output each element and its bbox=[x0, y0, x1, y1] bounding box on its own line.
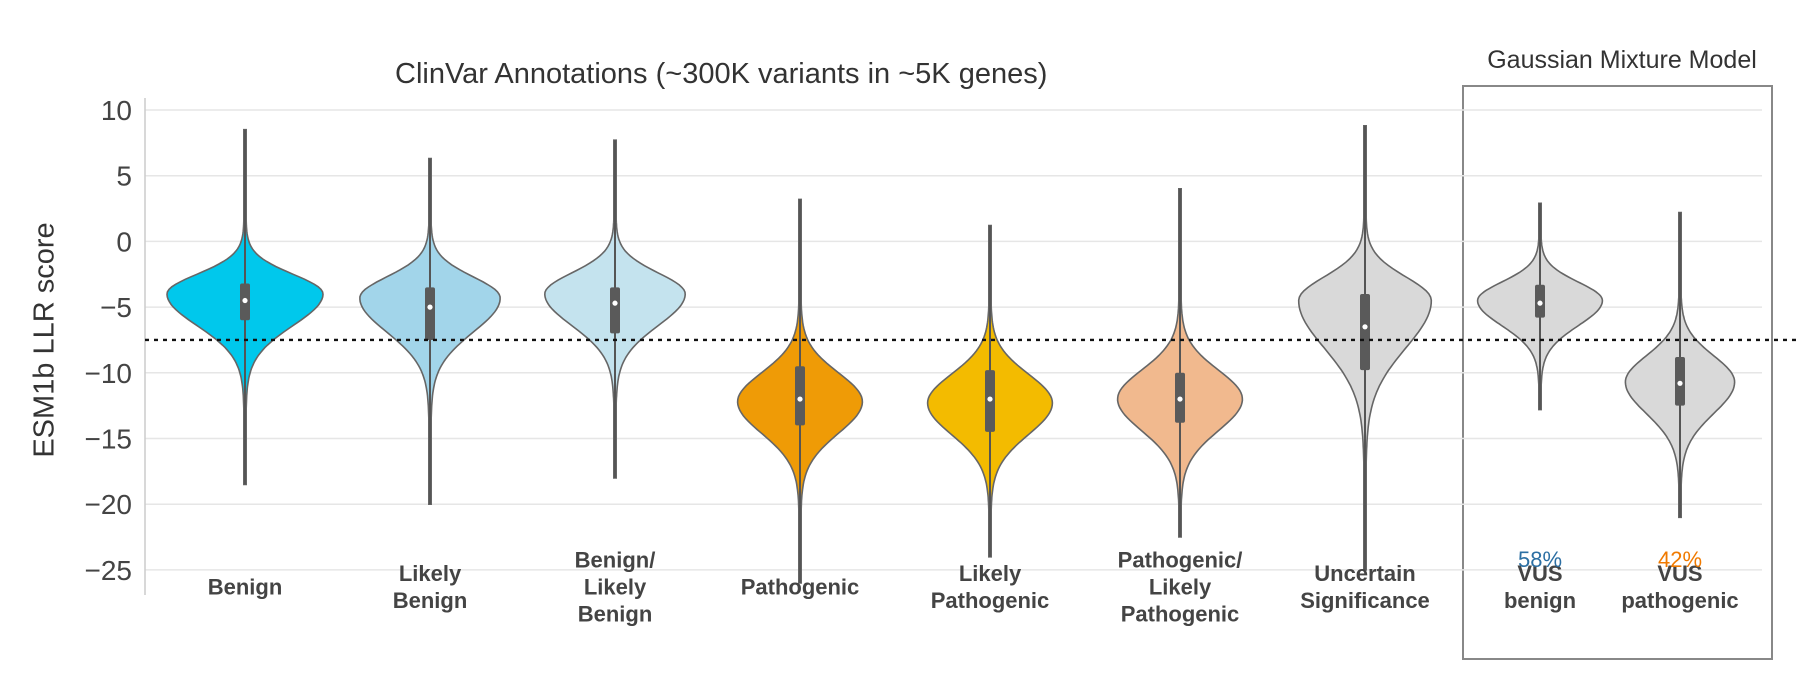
x-category-label: Likely bbox=[1149, 575, 1212, 600]
y-tick-label: 5 bbox=[116, 161, 132, 192]
violin-median bbox=[797, 396, 803, 402]
y-tick-label: −15 bbox=[85, 424, 133, 455]
violin-median bbox=[1177, 396, 1183, 402]
y-tick-label: −5 bbox=[100, 292, 132, 323]
x-category-label: Benign bbox=[393, 588, 468, 613]
x-category-label: Pathogenic bbox=[931, 588, 1050, 613]
x-category-label: Uncertain bbox=[1314, 561, 1415, 586]
y-tick-label: 10 bbox=[101, 95, 132, 126]
x-category-label: benign bbox=[1504, 588, 1576, 613]
violin-iqr-box bbox=[795, 366, 805, 426]
gmm-title: Gaussian Mixture Model bbox=[1487, 46, 1757, 74]
violin-median bbox=[612, 300, 618, 306]
x-category-label: Likely bbox=[959, 561, 1022, 586]
x-category-label: Significance bbox=[1300, 588, 1430, 613]
x-category-label: Benign bbox=[208, 575, 283, 600]
violin-median bbox=[1677, 380, 1683, 386]
violin-median bbox=[1537, 300, 1543, 306]
x-category-label: Likely bbox=[584, 575, 647, 600]
y-tick-label: −10 bbox=[85, 358, 133, 389]
violin-iqr-box bbox=[610, 287, 620, 334]
violin-median bbox=[1362, 324, 1368, 330]
x-category-label: Pathogenic bbox=[1121, 602, 1240, 627]
violin-median bbox=[242, 297, 248, 304]
x-category-label: Pathogenic bbox=[741, 575, 860, 600]
violin-iqr-box bbox=[1360, 293, 1370, 371]
violin-iqr-box bbox=[425, 287, 435, 340]
violin-median bbox=[987, 396, 993, 402]
x-category-label: Pathogenic/ bbox=[1118, 548, 1243, 573]
y-tick-label: −25 bbox=[85, 555, 133, 586]
x-category-label: Benign/ bbox=[575, 548, 656, 573]
x-category-label: pathogenic bbox=[1621, 588, 1738, 613]
percent-label: 58% bbox=[1518, 547, 1562, 572]
x-category-label: VUS bbox=[1657, 561, 1702, 586]
y-tick-label: 0 bbox=[116, 226, 132, 257]
x-category-label: VUS bbox=[1517, 561, 1562, 586]
x-category-label: Likely bbox=[399, 561, 462, 586]
x-category-label: Benign bbox=[578, 602, 653, 627]
y-tick-label: −20 bbox=[85, 489, 133, 520]
percent-label: 42% bbox=[1658, 547, 1702, 572]
violin-median bbox=[427, 304, 433, 310]
